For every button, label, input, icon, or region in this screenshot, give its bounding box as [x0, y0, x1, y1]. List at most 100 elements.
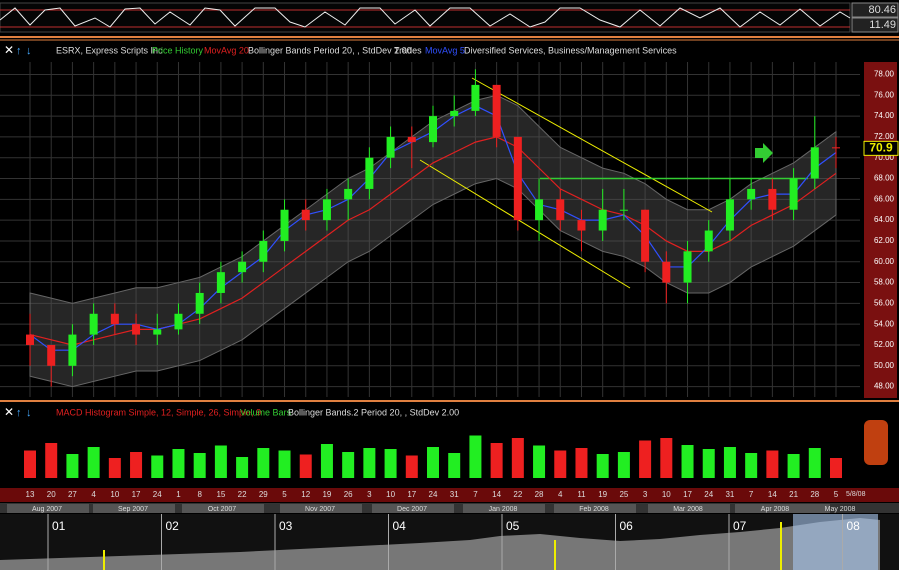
candle-body	[322, 199, 331, 221]
month-tab	[372, 504, 454, 513]
volume-bar	[617, 452, 630, 478]
x-tick-label: 21	[789, 490, 798, 499]
price-history: Price History	[152, 45, 204, 55]
x-tick-label: 10	[662, 490, 671, 499]
x-tick-label: 5	[282, 490, 287, 499]
volume-bar	[278, 450, 291, 478]
candle-body	[89, 313, 98, 335]
volume-bar	[639, 440, 652, 478]
volume-bar	[808, 448, 821, 478]
volume-bar	[533, 445, 546, 478]
x-tick-label: 14	[768, 490, 777, 499]
candle-body	[810, 147, 819, 179]
down-icon[interactable]: ↓	[26, 45, 32, 57]
volume-bar	[575, 448, 588, 478]
navigator-label: 04	[393, 519, 407, 533]
y-tick-label: 78.00	[874, 70, 895, 79]
navigator-label: 06	[620, 519, 634, 533]
x-tick-label: 8	[197, 490, 202, 499]
trend-line	[419, 159, 631, 289]
x-tick-label: 26	[344, 490, 353, 499]
volume-bar	[257, 448, 270, 478]
candle-body	[619, 209, 628, 211]
volume-bar	[766, 450, 779, 478]
volume-bar	[151, 455, 164, 478]
candle-body	[832, 147, 840, 149]
month-label: Apr 2008	[761, 506, 790, 513]
candle-body	[407, 136, 416, 143]
candle-body	[110, 313, 119, 325]
oscillator-upper-box	[851, 2, 899, 18]
close-icon[interactable]: ✕	[4, 405, 14, 419]
volume-bar	[448, 453, 461, 478]
x-tick-label: 31	[725, 490, 734, 499]
x-tick-label: 20	[47, 490, 56, 499]
x-tick-label: 3	[643, 490, 648, 499]
navigator-selection[interactable]	[793, 514, 878, 570]
month-label: Feb 2008	[579, 506, 609, 513]
month-label: May 2008	[825, 506, 856, 513]
navigator-label: 08	[847, 519, 861, 533]
month-tab	[735, 504, 817, 513]
month-tab	[182, 504, 264, 513]
y-tick-label: 72.00	[874, 132, 895, 141]
candle-body	[683, 251, 692, 283]
x-tick-label: 31	[450, 490, 459, 499]
x-tick-label: 25	[619, 490, 628, 499]
x-tick-label: 22	[513, 490, 522, 499]
trend-line	[471, 77, 713, 213]
navigator-area	[0, 518, 880, 570]
volume-bar	[405, 455, 418, 478]
y-tick-label: 66.00	[874, 194, 895, 203]
up-icon[interactable]: ↑	[16, 45, 22, 57]
main-plot	[0, 62, 860, 397]
oscillator-lower-label: 11.49	[869, 19, 896, 31]
candle-body	[471, 84, 480, 111]
candle-body	[556, 199, 565, 221]
month-label: Mar 2008	[673, 506, 703, 513]
candle-body	[768, 188, 777, 210]
volume-bar	[511, 438, 524, 478]
y-tick-label: 60.00	[874, 257, 895, 266]
month-tab	[7, 504, 89, 513]
bollinger2-label: Bollinger Bands.2 Period 20, , StdDev 2.…	[288, 407, 459, 417]
volume-bar	[320, 444, 333, 478]
up-icon[interactable]: ↑	[16, 407, 22, 419]
volume-bar	[236, 457, 249, 478]
volume-bar	[723, 447, 736, 478]
candle-body	[132, 324, 141, 335]
legend-ma20: MovAvg 20	[204, 45, 249, 55]
x-tick-label: 19	[598, 490, 607, 499]
down-icon[interactable]: ↓	[26, 407, 32, 419]
y-tick-label: 50.00	[874, 361, 895, 370]
close-icon[interactable]: ✕	[4, 43, 14, 57]
x-tick-label: 7	[749, 490, 754, 499]
y-tick-label: 56.00	[874, 298, 895, 307]
volume-bar	[660, 438, 673, 478]
candle-body	[365, 157, 374, 189]
candle-body	[577, 220, 586, 231]
x-tick-label: 17	[132, 490, 141, 499]
candle-body	[238, 261, 247, 273]
candle-body	[513, 136, 522, 221]
candle-body	[725, 199, 734, 231]
bollinger-label: Bollinger Bands Period 20, , StdDev 2.00	[248, 45, 412, 55]
x-tick-label: 24	[429, 490, 438, 499]
volume-bar	[363, 448, 376, 478]
x-tick-label: 3	[367, 490, 372, 499]
x-tick-label: 17	[683, 490, 692, 499]
oscillator-line	[0, 7, 851, 28]
x-tick-label: 22	[238, 490, 247, 499]
candle-body	[195, 292, 204, 314]
month-label: Nov 2007	[305, 506, 335, 513]
month-label: Sep 2007	[118, 506, 148, 513]
volume-bar	[427, 447, 439, 478]
month-tab	[280, 504, 362, 513]
x-tick-label: 4	[558, 490, 563, 499]
volume-bar	[681, 445, 694, 478]
candle-body	[386, 136, 395, 158]
y-tick-label: 74.00	[874, 111, 895, 120]
candle-body	[450, 110, 459, 117]
